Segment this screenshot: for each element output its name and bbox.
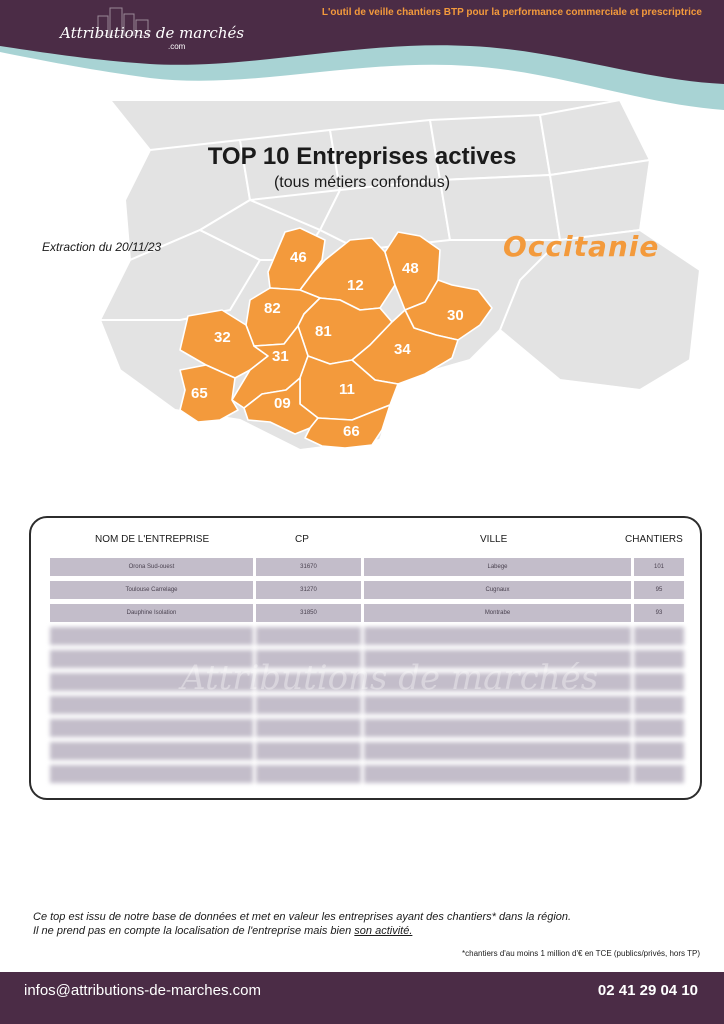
dept-label-09: 09 [274,395,291,412]
extraction-date: Extraction du 20/11/23 [42,240,162,254]
ranking-table: NOM DE L'ENTREPRISE CP VILLE CHANTIERS O… [29,516,702,800]
dept-label-66: 66 [343,423,360,440]
table-row-blurred [50,719,684,737]
dept-label-30: 30 [447,307,464,324]
footer-bar: infos@attributions-de-marches.com 02 41 … [0,972,724,1024]
cell-cp: 31670 [256,558,361,576]
dept-label-32: 32 [214,329,231,346]
header-tagline: L'outil de veille chantiers BTP pour la … [321,7,702,18]
cell-ville: Montrabe [364,604,631,622]
cell-chantiers: 95 [634,581,684,599]
table-row-blurred [50,650,684,668]
cell-cp: 31850 [256,604,361,622]
dept-label-82: 82 [264,300,281,317]
page-subtitle: (tous métiers confondus) [273,174,451,191]
cell-name: Toulouse Carrelage [50,581,253,599]
dept-label-81: 81 [315,323,332,340]
company-logo[interactable]: Attributions de marchés .com [60,7,244,60]
occitanie-departments [179,227,493,449]
header-ville: VILLE [480,534,508,545]
cell-cp: 31270 [256,581,361,599]
note-line-2: Il ne prend pas en compte la localisatio… [33,925,413,937]
occitanie-map: 46 12 48 82 30 32 81 34 31 65 11 09 66 [98,98,702,452]
page-title: TOP 10 Entreprises actives [207,143,517,170]
dept-label-12: 12 [347,277,364,294]
cell-chantiers: 101 [634,558,684,576]
table-row-blurred [50,765,684,783]
table-row-blurred [50,696,684,714]
dept-label-31: 31 [272,348,289,365]
footnote: *chantiers d'au moins 1 million d'€ en T… [462,949,700,958]
header-banner [0,0,724,110]
cell-ville: Labege [364,558,631,576]
note-activity-link: son activité. [354,925,413,937]
building-icon [97,7,149,36]
table-row: Orona Sud-ouest 31670 Labege 101 [50,558,684,576]
table-row-blurred [50,742,684,760]
dept-label-48: 48 [402,260,419,277]
logo-text: Attributions de marchés [60,24,245,42]
department-labels: 46 12 48 82 30 32 81 34 31 65 11 09 66 [191,249,464,440]
logo-domain: .com [168,42,186,51]
region-name: Occitanie [503,230,660,263]
dept-label-46: 46 [290,249,307,266]
header-chantiers: CHANTIERS [625,534,683,545]
cell-name: Orona Sud-ouest [50,558,253,576]
cell-name: Dauphine Isolation [50,604,253,622]
explanatory-note: Ce top est issu de notre base de données… [33,910,693,938]
header-cp: CP [295,534,309,545]
table-row-blurred [50,673,684,691]
cell-ville: Cugnaux [364,581,631,599]
dept-label-34: 34 [394,341,411,358]
table-row: Dauphine Isolation 31850 Montrabe 93 [50,604,684,622]
note-line-1: Ce top est issu de notre base de données… [33,911,572,923]
dept-65 [179,364,239,423]
table-row: Toulouse Carrelage 31270 Cugnaux 95 [50,581,684,599]
dept-label-65: 65 [191,385,208,402]
dept-label-11: 11 [339,381,355,398]
header-company-name: NOM DE L'ENTREPRISE [95,534,210,545]
table-row-blurred [50,627,684,645]
footer-phone[interactable]: 02 41 29 04 10 [597,982,698,999]
footer-email-link[interactable]: infos@attributions-de-marches.com [24,982,261,999]
dept-66 [304,404,391,449]
cell-chantiers: 93 [634,604,684,622]
